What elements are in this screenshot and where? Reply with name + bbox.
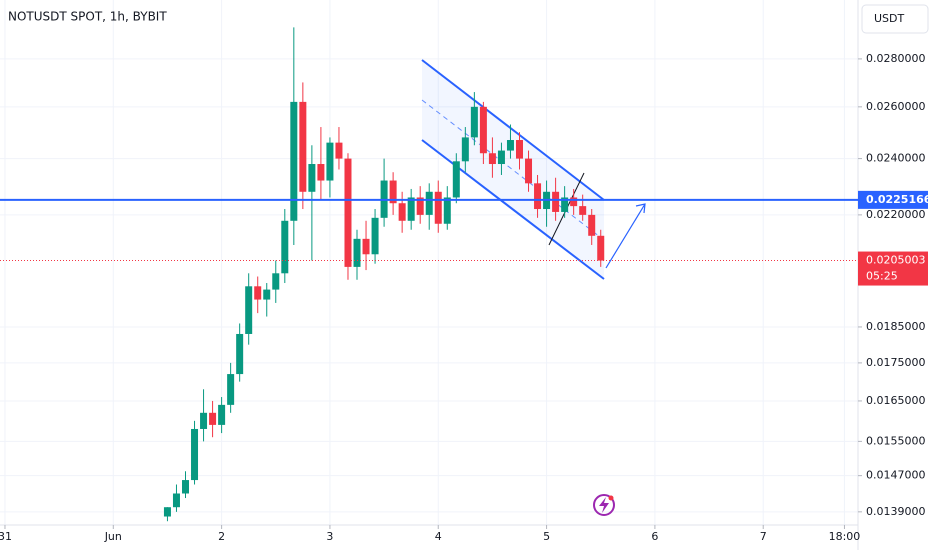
- candle-body: [488, 153, 496, 165]
- candle-body: [245, 286, 253, 334]
- forecast-arrow: [605, 203, 646, 269]
- candle-body: [218, 404, 226, 425]
- arrow-head: [635, 203, 646, 214]
- candle-body: [389, 180, 397, 204]
- candle-body: [371, 217, 379, 255]
- y-tick-label: 0.0147000: [866, 469, 926, 482]
- candle-body: [182, 480, 190, 494]
- currency-label[interactable]: USDT: [874, 12, 905, 25]
- x-tick-label: 6: [651, 530, 658, 543]
- countdown-label: 05:25: [866, 270, 898, 283]
- candle-body: [497, 150, 505, 165]
- candle-body: [597, 235, 605, 261]
- candle-body: [407, 197, 415, 221]
- candle-body: [425, 191, 433, 215]
- x-tick-label: 4: [435, 530, 442, 543]
- candle-body: [191, 428, 199, 481]
- y-tick-label: 0.0165000: [866, 394, 926, 407]
- last-price-label: 0.0205003: [866, 254, 926, 267]
- candle-body: [434, 191, 442, 224]
- candle-body: [163, 507, 171, 517]
- x-tick-label: 5: [543, 530, 550, 543]
- candle-body: [552, 191, 560, 212]
- x-tick-label: 2: [218, 530, 225, 543]
- candle-body: [200, 412, 208, 429]
- candle-body: [335, 142, 343, 159]
- candle-body: [461, 137, 469, 162]
- candle-body: [588, 214, 596, 236]
- x-tick-label: 7: [760, 530, 767, 543]
- y-tick-label: 0.0260000: [866, 100, 926, 113]
- candle-body: [236, 333, 244, 375]
- candle-body: [443, 197, 451, 224]
- candle-body: [452, 161, 460, 198]
- candle-body: [272, 273, 280, 290]
- channel-mid: [421, 99, 605, 241]
- y-tick-label: 0.0139000: [866, 505, 926, 518]
- candle-body: [515, 140, 523, 159]
- grid-layer: [0, 0, 858, 525]
- candle-body: [416, 197, 424, 215]
- candle-body: [525, 158, 533, 184]
- candle-body: [299, 101, 307, 192]
- last-price-box: [858, 251, 928, 286]
- candle-body: [308, 164, 316, 192]
- y-tick-label: 0.0185000: [866, 320, 926, 333]
- currency-button[interactable]: [861, 4, 929, 34]
- x-tick-label: 31: [0, 530, 12, 543]
- candle-body: [353, 238, 361, 267]
- candle-body: [290, 101, 298, 221]
- candle-body: [254, 286, 262, 300]
- x-tick-label: 18:00: [829, 530, 861, 543]
- candle-body: [362, 238, 370, 255]
- channel-fill: [422, 60, 604, 279]
- y-tick-label: 0.0280000: [866, 52, 926, 65]
- channel-upper: [421, 59, 605, 201]
- candle-body: [506, 140, 514, 151]
- candle-body: [317, 164, 325, 181]
- candle-body: [398, 203, 406, 221]
- candle-body: [470, 106, 478, 138]
- lightning-icon: [593, 494, 615, 516]
- candle-body: [561, 197, 569, 212]
- y-tick-label: 0.0175000: [866, 356, 926, 369]
- candle-body: [344, 158, 352, 267]
- candle-body: [534, 183, 542, 210]
- y-tick-label: 0.0240000: [866, 152, 926, 165]
- channel-drawing: [421, 59, 646, 280]
- x-tick-label: 3: [326, 530, 333, 543]
- y-tick-label: 0.0155000: [866, 434, 926, 447]
- chart-title: NOTUSDT SPOT, 1h, BYBIT: [8, 10, 167, 24]
- channel-lower: [421, 139, 605, 280]
- level-label-box: [858, 190, 928, 209]
- candle-body: [570, 197, 578, 207]
- candle-body: [326, 142, 334, 181]
- level-label: 0.0225166: [866, 193, 932, 206]
- candle-body: [209, 412, 217, 425]
- candle-body: [227, 374, 235, 405]
- candle-body: [263, 289, 271, 300]
- candle-body: [281, 220, 289, 274]
- candle-body: [579, 206, 587, 215]
- candle-body: [172, 493, 180, 508]
- candle-body: [479, 106, 487, 154]
- y-tick-label: 0.0220000: [866, 208, 926, 221]
- x-tick-label: Jun: [104, 530, 122, 543]
